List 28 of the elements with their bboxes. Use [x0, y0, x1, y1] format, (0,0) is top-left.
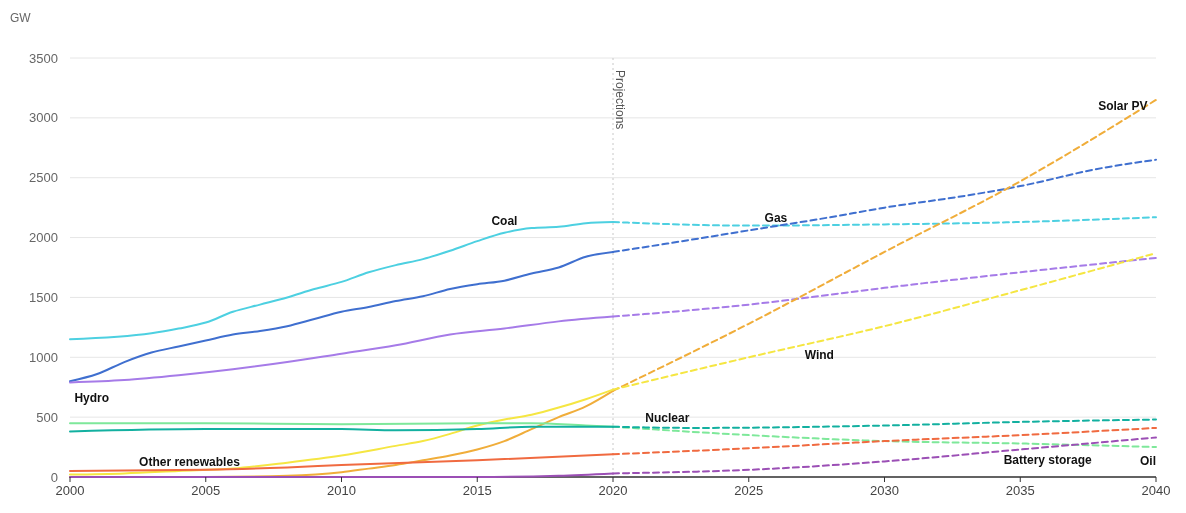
series-label: Battery storage [1003, 453, 1093, 468]
y-tick-label: 3500 [29, 50, 58, 66]
x-tick-label: 2015 [462, 483, 492, 498]
series-label: Gas [764, 211, 788, 226]
y-axis-title: GW [10, 11, 32, 25]
y-tick-label: 0 [50, 469, 58, 485]
y-tick-label: 1000 [29, 349, 58, 365]
x-tick-label: 2000 [55, 483, 85, 498]
y-tick-label: 2500 [29, 170, 58, 186]
series-label: Solar PV [1098, 99, 1148, 114]
series-label: Coal [491, 213, 518, 228]
series-label: Other renewables [139, 455, 241, 470]
x-tick-label: 2005 [191, 483, 221, 498]
x-tick-label: 2025 [734, 483, 764, 498]
x-tick-label: 2020 [598, 483, 628, 498]
series-label: Oil [1139, 454, 1156, 469]
x-tick-label: 2010 [327, 483, 356, 498]
x-tick-label: 2030 [870, 483, 899, 498]
y-tick-label: 3000 [29, 110, 58, 126]
x-tick-label: 2040 [1141, 483, 1171, 498]
y-tick-label: 2000 [29, 230, 58, 246]
x-tick-label: 2035 [1005, 483, 1035, 498]
y-tick-label: 500 [36, 409, 58, 425]
series-label: Hydro [74, 390, 110, 405]
series-label: Nuclear [645, 410, 690, 425]
ref-line-label: Projections [613, 70, 627, 130]
y-tick-label: 1500 [29, 289, 58, 305]
series-label: Wind [804, 348, 834, 363]
